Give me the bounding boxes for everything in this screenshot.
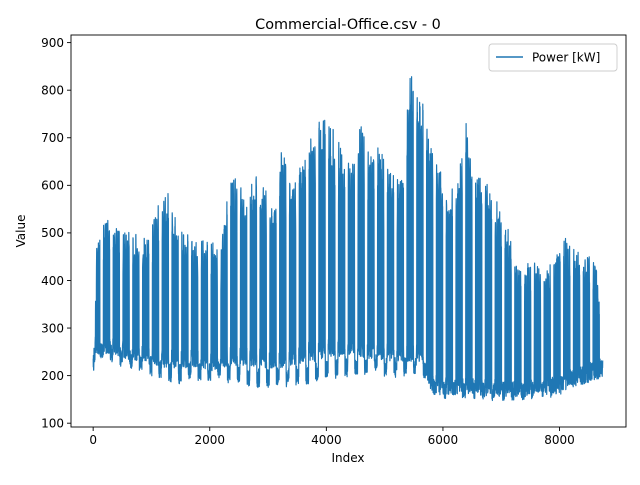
- x-tick-label: 6000: [428, 433, 459, 447]
- x-tick-label: 8000: [544, 433, 575, 447]
- y-tick-label: 100: [41, 416, 64, 430]
- y-axis-label: Value: [14, 215, 28, 248]
- x-axis: 0 2000 4000 6000 8000: [89, 427, 575, 447]
- y-tick-label: 500: [41, 226, 64, 240]
- y-tick-label: 900: [41, 36, 64, 50]
- legend-label-power: Power [kW]: [532, 51, 600, 65]
- x-axis-label: Index: [331, 451, 364, 465]
- y-tick-label: 700: [41, 131, 64, 145]
- plot-frame: [70, 34, 627, 428]
- series-line-power: [92, 76, 604, 402]
- y-tick-label: 800: [41, 83, 64, 97]
- series-layer: [92, 76, 604, 402]
- legend-box: [488, 43, 618, 72]
- y-tick-label: 400: [41, 274, 64, 288]
- y-tick-label: 200: [41, 369, 64, 383]
- x-tick-label: 4000: [311, 433, 342, 447]
- y-tick-label: 600: [41, 179, 64, 193]
- legend: Power [kW]: [488, 43, 618, 72]
- x-tick-label: 2000: [194, 433, 225, 447]
- y-axis: 100 200 300 400 500 600 700 800 900: [41, 36, 71, 430]
- x-tick-label: 0: [89, 433, 97, 447]
- chart-title: Commercial-Office.csv - 0: [255, 17, 441, 33]
- y-tick-label: 300: [41, 321, 64, 335]
